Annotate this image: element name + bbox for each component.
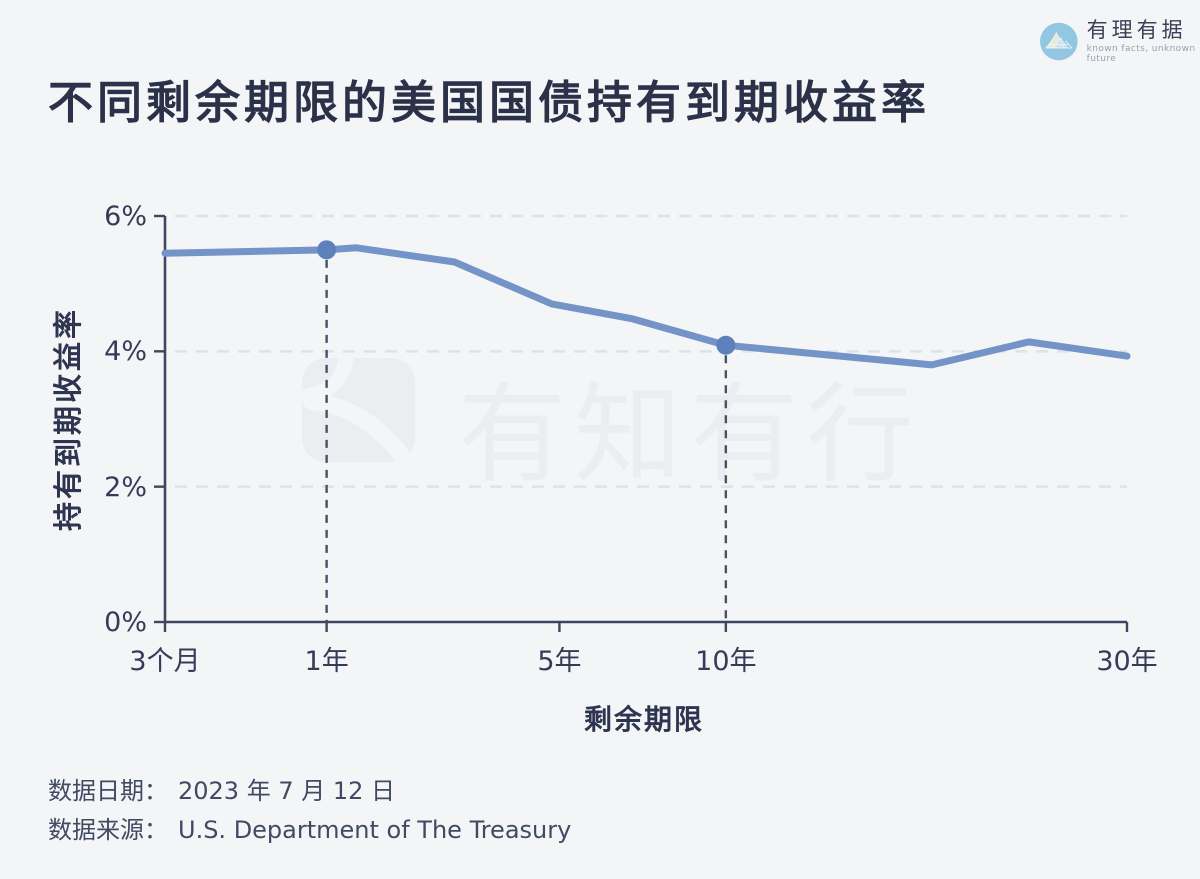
data-source-row: 数据来源： U.S. Department of The Treasury bbox=[48, 811, 571, 850]
data-date-value: 2023 年 7 月 12 日 bbox=[178, 777, 396, 805]
brand-name: 有理有据 bbox=[1086, 17, 1187, 42]
x-axis-title: 剩余期限 bbox=[583, 703, 705, 736]
data-source-value: U.S. Department of The Treasury bbox=[178, 815, 572, 844]
y-tick-label: 2% bbox=[104, 471, 147, 503]
brand-logo-icon bbox=[1040, 22, 1078, 61]
watermark-logo-icon bbox=[302, 358, 415, 462]
watermark-text: 有知有行 bbox=[458, 373, 923, 498]
page-title: 不同剩余期限的美国国债持有到期收益率 bbox=[48, 76, 931, 129]
x-tick-label: 1年 bbox=[304, 646, 349, 677]
data-source-label: 数据来源： bbox=[48, 815, 168, 844]
highlight-dot bbox=[317, 240, 337, 260]
x-tick-label: 3个月 bbox=[129, 646, 201, 677]
brand-tagline: known facts, unknown future bbox=[1086, 44, 1196, 65]
x-tick-label: 10年 bbox=[695, 646, 757, 677]
y-tick-label: 0% bbox=[104, 607, 147, 638]
highlight-dot bbox=[716, 335, 736, 355]
y-tick-label: 4% bbox=[104, 336, 147, 368]
yield-curve-line bbox=[161, 244, 1131, 369]
data-date-label: 数据日期： bbox=[48, 777, 168, 805]
data-footer: 数据日期： 2023 年 7 月 12 日 数据来源： U.S. Departmen… bbox=[48, 772, 571, 850]
y-axis-title: 持有到期收益率 bbox=[51, 306, 85, 532]
x-tick-label: 30年 bbox=[1096, 646, 1158, 677]
y-tick-label: 6% bbox=[104, 201, 147, 232]
data-date-row: 数据日期： 2023 年 7 月 12 日 bbox=[48, 772, 571, 811]
brand-text: 有理有据 known facts, unknown future bbox=[1086, 17, 1200, 65]
brand-logo: 有理有据 known facts, unknown future bbox=[1040, 18, 1200, 65]
x-tick-label: 5年 bbox=[537, 646, 582, 677]
